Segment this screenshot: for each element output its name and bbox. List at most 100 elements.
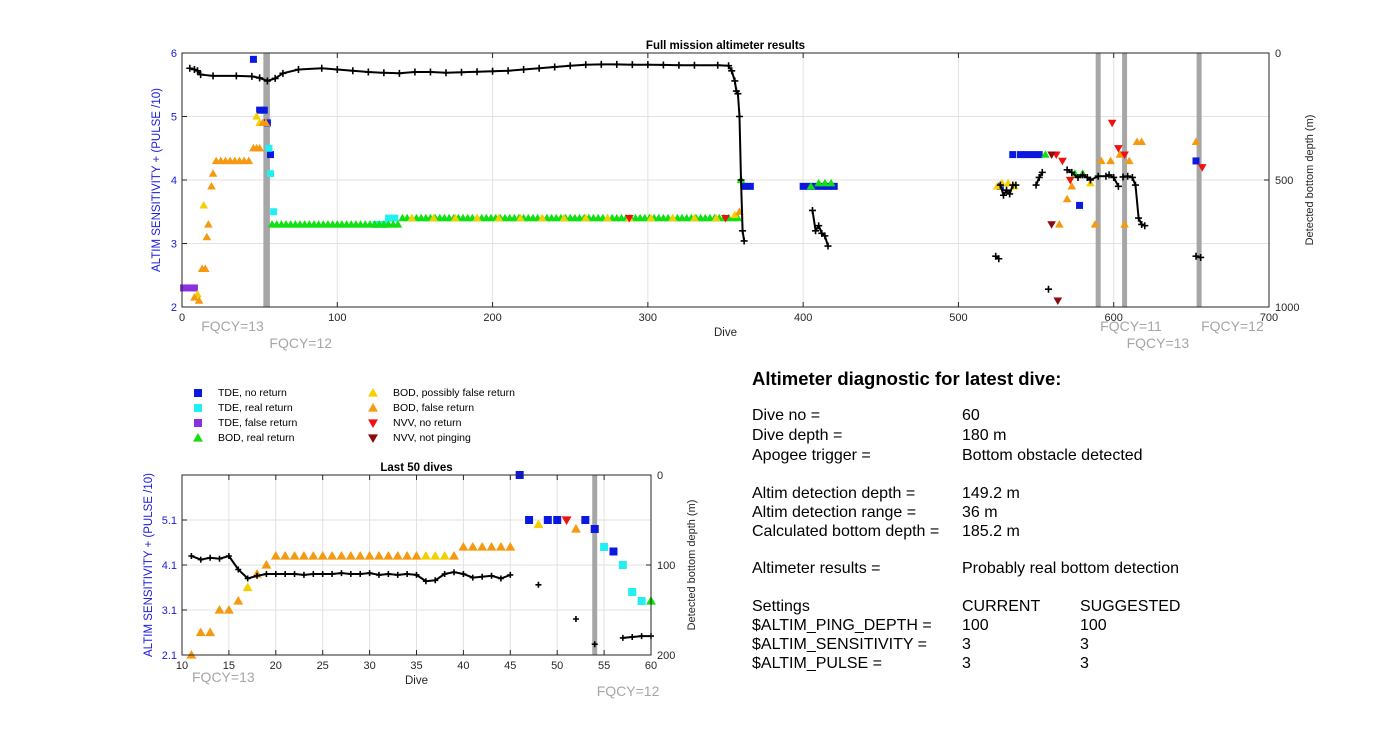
depth-point [504, 67, 512, 75]
data-point-bod_possibly [516, 213, 525, 222]
data-point-bod_possibly [429, 213, 438, 222]
legend-marker-bod_possibly [368, 388, 378, 397]
depth-point [442, 69, 450, 77]
depth-point [1063, 166, 1071, 174]
depth-point [404, 571, 411, 577]
data-point-tde_false [186, 284, 194, 292]
data-point-bod_false [194, 296, 204, 304]
data-point-tde_no [609, 547, 618, 556]
x-tick-label: 100 [328, 312, 346, 324]
depth-point [1032, 181, 1040, 189]
data-point-bod_false [364, 551, 375, 560]
data-point-tde_no [740, 182, 748, 190]
x-tick-label: 55 [598, 660, 610, 672]
calculated-bottom-value: 185.2 m [962, 523, 1020, 540]
x-tick-label: 10 [176, 660, 188, 672]
data-point-bod_possibly [668, 213, 678, 222]
depth-point [263, 571, 270, 577]
data-point-tde_no [581, 516, 590, 524]
data-point-bod_false [402, 551, 413, 560]
pulse-current: 3 [962, 655, 971, 672]
data-point-bod_false [1090, 220, 1100, 228]
legend-symbol-bod_false [368, 403, 378, 412]
data-point-bod_false [289, 551, 300, 560]
depth-point [731, 77, 739, 85]
legend-label: BOD, false return [393, 402, 475, 414]
data-point-bod_false [1124, 156, 1134, 165]
legend-label: TDE, real return [218, 402, 293, 414]
data-point-bod_false [1067, 182, 1077, 190]
depth-point [244, 575, 251, 582]
data-point-tde_no [525, 516, 534, 524]
data-point-bod_false [374, 551, 384, 560]
depth-point [638, 633, 645, 640]
data-point-bod_false [495, 542, 506, 551]
depth-point [1094, 172, 1102, 180]
fqcy-label: FQCY=13 [192, 669, 255, 685]
depth-point [1192, 252, 1200, 260]
depth-point [1038, 168, 1046, 176]
data-point-nvv_no [1114, 145, 1123, 153]
detection-depth-label: Altim detection depth = [752, 485, 916, 502]
y-tick-label-left: 5.1 [162, 515, 177, 527]
depth-point [469, 574, 476, 581]
data-point-tde_false [180, 284, 188, 292]
depth-point [821, 232, 829, 240]
x-tick-label: 50 [551, 660, 563, 672]
pulse-label: $ALTIM_PULSE = [752, 655, 882, 672]
depth-point [815, 222, 823, 230]
legend-symbol-tde_false [194, 419, 202, 427]
data-point-tde_no [799, 182, 807, 190]
fqcy-label: FQCY=13 [201, 318, 264, 334]
y-tick-label-left: 3 [171, 238, 177, 250]
depth-point [714, 61, 722, 69]
depth-point [572, 616, 579, 622]
data-point-bod_false [392, 551, 403, 560]
results-label: Altimeter results = [752, 560, 881, 577]
depth-point [395, 69, 403, 77]
depth-point [375, 571, 382, 578]
data-point-nvv_no [624, 214, 634, 223]
y-axis-label-left: ALTIM SENSITIVITY + (PULSE /10) [151, 88, 163, 272]
y-axis-label-right: Detected bottom depth (m) [1304, 115, 1316, 246]
data-point-tde_no [267, 151, 275, 159]
depth-point [808, 206, 816, 214]
depth-point [582, 61, 590, 69]
dive-depth-label: Dive depth = [752, 427, 843, 444]
legend-label: TDE, false return [218, 417, 298, 429]
data-point-bod_real [820, 178, 830, 187]
legend-symbol-bod_possibly [368, 388, 378, 397]
data-point-bod_false [233, 596, 244, 605]
data-point-bod_false [336, 551, 347, 560]
chart-title: Last 50 dives [380, 462, 452, 474]
data-point-tde_real [267, 170, 275, 178]
depth-point [263, 77, 271, 85]
ping-depth-suggested: 100 [1080, 617, 1107, 634]
data-point-bod_false [205, 627, 216, 637]
x-tick-label: 15 [223, 660, 235, 672]
depth-point [385, 571, 392, 577]
legend-symbol-bod_real [193, 433, 203, 442]
depth-point [1105, 171, 1113, 179]
depth-point [271, 74, 279, 82]
detection-range-value: 36 m [962, 504, 998, 521]
depth-point [489, 67, 497, 75]
x-tick-label: 25 [317, 660, 329, 672]
data-point-bod_false [223, 605, 234, 614]
data-point-bod_false [449, 551, 459, 560]
y-axis-label-right: Detected bottom depth (m) [686, 500, 698, 631]
depth-point [333, 66, 341, 74]
y-tick-label-left: 2 [171, 302, 177, 314]
fqcy-label: FQCY=11 [1100, 318, 1162, 334]
data-point-bod_false [261, 118, 271, 126]
data-point-tde_no [1009, 151, 1017, 159]
legend-symbol-nvv_no [368, 419, 378, 428]
pulse-suggested: 3 [1080, 655, 1089, 672]
data-point-bod_possibly [537, 213, 547, 222]
legend-symbol-tde_no [194, 389, 202, 397]
depth-point [441, 571, 448, 577]
data-point-bod_real [826, 178, 836, 187]
sensitivity-label: $ALTIM_SENSITIVITY = [752, 636, 928, 653]
depth-point [225, 553, 232, 559]
data-point-tde_real [628, 588, 637, 596]
